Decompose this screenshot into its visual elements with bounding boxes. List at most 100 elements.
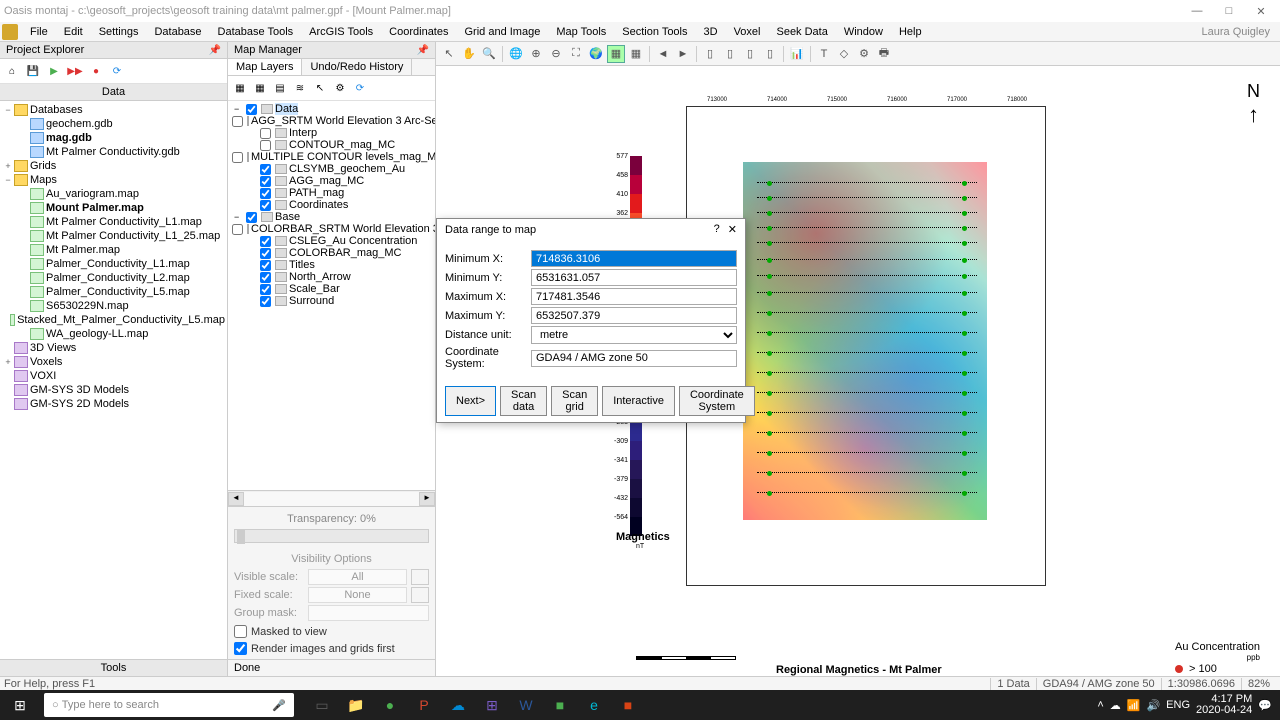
layer-item[interactable]: Interp [230, 127, 433, 139]
layer-item[interactable]: AGG_SRTM World Elevation 3 Arc-Secon [230, 115, 433, 127]
help-icon[interactable]: ⟳ [351, 79, 369, 97]
horizontal-scrollbar[interactable]: ◄ ► [228, 490, 435, 506]
transparency-slider[interactable] [234, 529, 429, 543]
layer-item[interactable]: Surround [230, 295, 433, 307]
taskbar-app-icon[interactable]: W [510, 691, 542, 719]
chart-icon[interactable]: 📊 [788, 45, 806, 63]
data-tab[interactable]: Data [0, 84, 227, 101]
tree-item[interactable]: Stacked_Mt_Palmer_Conductivity_L5.map [2, 313, 225, 327]
agg-icon[interactable]: ▤ [271, 79, 289, 97]
taskbar-app-icon[interactable]: ⊞ [476, 691, 508, 719]
menu-grid-and-image[interactable]: Grid and Image [457, 24, 549, 40]
layer-item[interactable]: Titles [230, 259, 433, 271]
project-tree[interactable]: −Databasesgeochem.gdbmag.gdbMt Palmer Co… [0, 101, 227, 659]
mic-icon[interactable]: 🎤 [272, 699, 286, 712]
win3-icon[interactable]: ▯ [741, 45, 759, 63]
contour-icon[interactable]: ≋ [291, 79, 309, 97]
layer-item[interactable]: MULTIPLE CONTOUR levels_mag_MC [230, 151, 433, 163]
menu-seek-data[interactable]: Seek Data [768, 24, 835, 40]
fwd-icon[interactable]: ► [674, 45, 692, 63]
gear-icon[interactable]: ⚙ [855, 45, 873, 63]
zoom-in-icon[interactable]: ⊕ [527, 45, 545, 63]
tree-item[interactable]: +Voxels [2, 355, 225, 369]
tree-item[interactable]: Mt Palmer Conductivity.gdb [2, 145, 225, 159]
tree-item[interactable]: geochem.gdb [2, 117, 225, 131]
unit-select[interactable]: metre [531, 326, 737, 344]
menu-settings[interactable]: Settings [91, 24, 147, 40]
record-icon[interactable]: ● [87, 62, 105, 80]
tree-item[interactable]: S6530229N.map [2, 299, 225, 313]
menu-voxel[interactable]: Voxel [726, 24, 769, 40]
menu-map-tools[interactable]: Map Tools [548, 24, 614, 40]
layer-item[interactable]: CLSYMB_geochem_Au [230, 163, 433, 175]
home-icon[interactable]: ⌂ [3, 62, 21, 80]
tab-undo-redo[interactable]: Undo/Redo History [302, 59, 412, 75]
masked-to-view-checkbox[interactable] [234, 625, 247, 638]
maximize-button[interactable]: □ [1214, 2, 1244, 20]
tree-item[interactable]: Mt Palmer.map [2, 243, 225, 257]
scroll-left-button[interactable]: ◄ [228, 492, 244, 506]
dialog-help-button[interactable]: ? [714, 223, 720, 236]
tray-wifi-icon[interactable]: 📶 [1127, 699, 1141, 712]
tree-item[interactable]: Mt Palmer Conductivity_L1_25.map [2, 229, 225, 243]
layer2-icon[interactable]: ▦ [627, 45, 645, 63]
tree-item[interactable]: Palmer_Conductivity_L2.map [2, 271, 225, 285]
fixed-scale-button[interactable] [411, 587, 429, 603]
tree-item[interactable]: 3D Views [2, 341, 225, 355]
layer-item[interactable]: CONTOUR_mag_MC [230, 139, 433, 151]
taskbar-app-icon[interactable]: ● [374, 691, 406, 719]
menu-arcgis-tools[interactable]: ArcGIS Tools [301, 24, 381, 40]
arrow-icon[interactable]: ↖ [311, 79, 329, 97]
tool-icon[interactable]: ⚙ [331, 79, 349, 97]
layer-item[interactable]: COLORBAR_mag_MC [230, 247, 433, 259]
menu-3d[interactable]: 3D [696, 24, 726, 40]
layer-item[interactable]: AGG_mag_MC [230, 175, 433, 187]
tray-chevron-icon[interactable]: ˄ [1097, 699, 1103, 711]
layer-item[interactable]: −Base [230, 211, 433, 223]
menu-database[interactable]: Database [146, 24, 209, 40]
globe-icon[interactable]: 🌐 [507, 45, 525, 63]
globe2-icon[interactable]: 🌍 [587, 45, 605, 63]
scroll-right-button[interactable]: ► [419, 492, 435, 506]
tree-item[interactable]: −Databases [2, 103, 225, 117]
start-button[interactable]: ⊞ [0, 690, 40, 720]
dialog-coordinate-systembutton[interactable]: Coordinate System [679, 386, 755, 416]
zoom-out-icon[interactable]: ⊖ [547, 45, 565, 63]
dialog-close-button[interactable]: ✕ [728, 223, 737, 236]
win2-icon[interactable]: ▯ [721, 45, 739, 63]
layer-item[interactable]: North_Arrow [230, 271, 433, 283]
tree-item[interactable]: Mount Palmer.map [2, 201, 225, 215]
tree-item[interactable]: Palmer_Conductivity_L5.map [2, 285, 225, 299]
tab-map-layers[interactable]: Map Layers [228, 59, 302, 75]
tree-item[interactable]: VOXI [2, 369, 225, 383]
system-tray[interactable]: ˄ ☁ 📶 🔊 ENG 4:17 PM 2020-04-24 💬 [1097, 694, 1280, 716]
tools-tab[interactable]: Tools [0, 659, 227, 676]
visible-scale-value[interactable]: All [308, 569, 407, 585]
layer-item[interactable]: Coordinates [230, 199, 433, 211]
layer-icon[interactable]: ▦ [231, 79, 249, 97]
tree-item[interactable]: Mt Palmer Conductivity_L1.map [2, 215, 225, 229]
taskbar-app-icon[interactable]: ▭ [306, 691, 338, 719]
pin-icon[interactable]: 📌 [417, 45, 429, 56]
grid-icon[interactable]: ▦ [607, 45, 625, 63]
tray-notifications-icon[interactable]: 💬 [1258, 699, 1272, 712]
taskbar-app-icon[interactable]: ■ [544, 691, 576, 719]
layer-item[interactable]: PATH_mag [230, 187, 433, 199]
fixed-scale-value[interactable]: None [308, 587, 407, 603]
taskbar-app-icon[interactable]: e [578, 691, 610, 719]
dialog-scan-gridbutton[interactable]: Scan grid [551, 386, 598, 416]
taskbar-search[interactable]: ○ Type here to search 🎤 [44, 693, 294, 717]
layer-tree[interactable]: −DataAGG_SRTM World Elevation 3 Arc-Seco… [228, 101, 435, 490]
layer-item[interactable]: Scale_Bar [230, 283, 433, 295]
tray-clock[interactable]: 4:17 PM 2020-04-24 [1196, 694, 1252, 716]
menu-window[interactable]: Window [836, 24, 891, 40]
maxy-input[interactable] [531, 307, 737, 324]
close-button[interactable]: ✕ [1246, 2, 1276, 20]
pin-icon[interactable]: 📌 [209, 45, 221, 56]
tree-item[interactable]: GM-SYS 2D Models [2, 397, 225, 411]
menu-help[interactable]: Help [891, 24, 930, 40]
tree-item[interactable]: Palmer_Conductivity_L1.map [2, 257, 225, 271]
menu-database-tools[interactable]: Database Tools [210, 24, 302, 40]
taskbar-app-icon[interactable]: P [408, 691, 440, 719]
tree-item[interactable]: Au_variogram.map [2, 187, 225, 201]
